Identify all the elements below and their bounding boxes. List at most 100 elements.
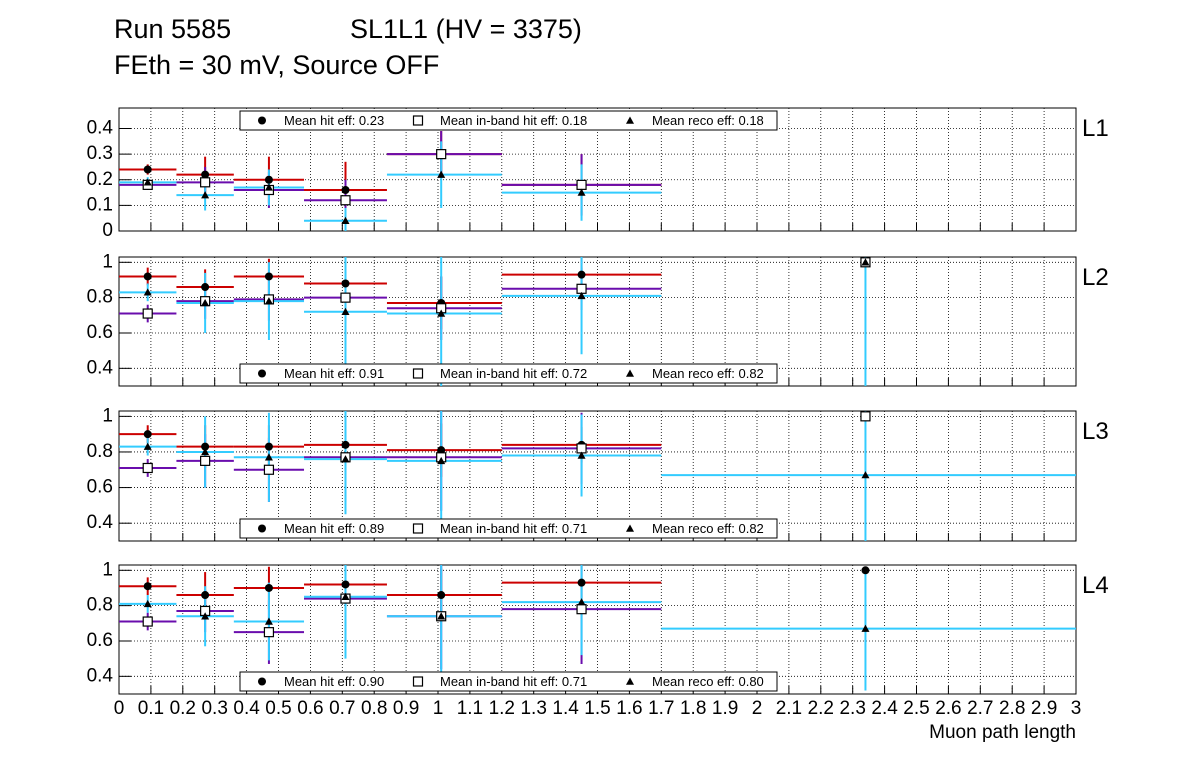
reco-marker: [341, 592, 350, 601]
legend: Mean hit eff: 0.89 Mean in-band hit eff: …: [239, 518, 778, 539]
inband-marker: [142, 616, 153, 627]
hit-marker: [201, 591, 210, 600]
x-tick-label: 2.1: [776, 698, 802, 719]
legend-label: Mean in-band hit eff: 0.18: [440, 113, 587, 128]
legend-box: [239, 518, 778, 539]
hit-marker: [264, 175, 273, 184]
inband-marker: [576, 179, 587, 190]
legend-box: [239, 363, 778, 384]
inband-marker: [200, 455, 211, 466]
chamber-title: SL1L1 (HV = 3375): [350, 14, 582, 44]
reco-marker: [577, 188, 586, 196]
reco-marker: [437, 456, 446, 465]
legend-square-marker: [412, 676, 424, 687]
reco-marker: [577, 598, 586, 606]
reco-marker: [861, 624, 870, 632]
legend-triangle-marker: [626, 369, 634, 377]
reco-marker: [201, 447, 210, 456]
hit-marker: [577, 578, 586, 587]
hit-marker: [341, 580, 350, 589]
x-tick-label: 2.4: [871, 698, 898, 719]
reco-marker: [577, 451, 586, 459]
panel-l1: 0 0.1 0.2 0.3 0.4 L1 Mean hit eff: 0.23 Mean in…: [87, 107, 1109, 241]
hit-marker: [143, 582, 152, 591]
reco-marker: [341, 455, 350, 463]
hit-marker: [143, 165, 152, 174]
hit-marker: [264, 442, 273, 451]
y-tick-label: 0: [102, 220, 113, 241]
y-tick-label: 0.6: [87, 630, 113, 651]
inband-marker: [142, 462, 153, 474]
inband-marker: [576, 604, 587, 615]
x-tick-label: 1.5: [584, 698, 610, 719]
legend-box: [239, 671, 778, 692]
x-tick-label: 1.8: [680, 698, 706, 719]
conditions-subtitle: FEth = 30 mV, Source OFF: [114, 50, 440, 80]
x-axis: 0 0.1 0.2 0.3 0.4 0.5 0.6 0.7 0.8 0.9 1 1.1 1.2 1.3 1.…: [114, 698, 1082, 743]
hit-marker: [201, 283, 210, 292]
x-tick-label: 2: [752, 698, 763, 719]
y-tick-label: 0.6: [87, 322, 113, 343]
x-tick-label: 1.6: [616, 698, 642, 719]
panel-l4: 0.4 0.6 0.8 1 L4 Mean hit eff: 0.90 Mean in-ba…: [87, 559, 1109, 695]
x-tick-label: 0.8: [361, 698, 387, 719]
y-tick-label: 0.4: [87, 118, 114, 139]
y-tick-label: 0.8: [87, 287, 113, 308]
legend-square-marker: [412, 368, 424, 379]
x-tick-label: 1.3: [520, 698, 546, 719]
hit-marker: [861, 566, 870, 575]
reco-marker: [341, 307, 350, 315]
legend-triangle-marker: [626, 677, 634, 685]
legend-label: Mean reco eff: 0.18: [652, 113, 764, 128]
legend-label: Mean reco eff: 0.80: [652, 674, 764, 689]
x-tick-label: 1.9: [712, 698, 738, 719]
legend-label: Mean reco eff: 0.82: [652, 521, 764, 536]
y-tick-label: 0.3: [87, 143, 113, 164]
reco-marker: [437, 170, 446, 178]
reco-marker: [201, 298, 210, 307]
hit-marker: [143, 272, 152, 281]
legend-square-marker: [412, 115, 424, 126]
panel-l2: 0.4 0.6 0.8 1 L2 Mean hit eff: 0.91 Mean in-ba…: [87, 251, 1109, 387]
inband-marker: [263, 464, 275, 475]
legend: Mean hit eff: 0.91 Mean in-band hit eff: …: [239, 363, 778, 384]
y-tick-label: 0.2: [87, 169, 113, 190]
inband-marker: [142, 308, 153, 319]
legend-label: Mean in-band hit eff: 0.71: [440, 521, 587, 536]
inband-marker: [340, 195, 351, 206]
reco-marker: [264, 617, 273, 625]
hit-marker: [341, 440, 350, 449]
reco-marker: [143, 599, 152, 608]
y-tick-label: 0.4: [87, 665, 114, 686]
legend-triangle-marker: [626, 116, 634, 124]
inband-marker: [340, 292, 351, 303]
inband-marker: [436, 149, 447, 160]
x-tick-label: 1.7: [648, 698, 674, 719]
reco-marker: [143, 178, 152, 186]
x-tick-label: 0.4: [233, 698, 260, 719]
reco-marker: [861, 258, 870, 266]
reco-marker: [341, 216, 350, 224]
panel-label: L3: [1082, 418, 1109, 445]
reco-marker: [437, 309, 446, 317]
x-tick-label: 0.3: [201, 698, 227, 719]
x-tick-label: 0.1: [138, 698, 164, 719]
x-tick-label: 0.5: [265, 698, 291, 719]
reco-marker: [264, 183, 273, 191]
reco-marker: [143, 442, 152, 450]
y-tick-label: 0.8: [87, 595, 113, 616]
x-tick-label: 2.5: [903, 698, 929, 719]
y-tick-label: 0.4: [87, 357, 114, 378]
y-tick-label: 0.8: [87, 441, 113, 462]
legend-label: Mean reco eff: 0.82: [652, 366, 764, 381]
x-tick-label: 1: [433, 698, 444, 719]
hit-marker: [341, 186, 350, 194]
x-tick-label: 1.1: [457, 698, 483, 719]
x-tick-label: 2.8: [999, 698, 1025, 719]
hit-marker: [264, 583, 273, 592]
legend-label: Mean hit eff: 0.23: [284, 113, 384, 128]
x-tick-label: 0.6: [297, 698, 323, 719]
x-axis-label: Muon path length: [929, 722, 1076, 743]
reco-marker: [201, 191, 210, 199]
